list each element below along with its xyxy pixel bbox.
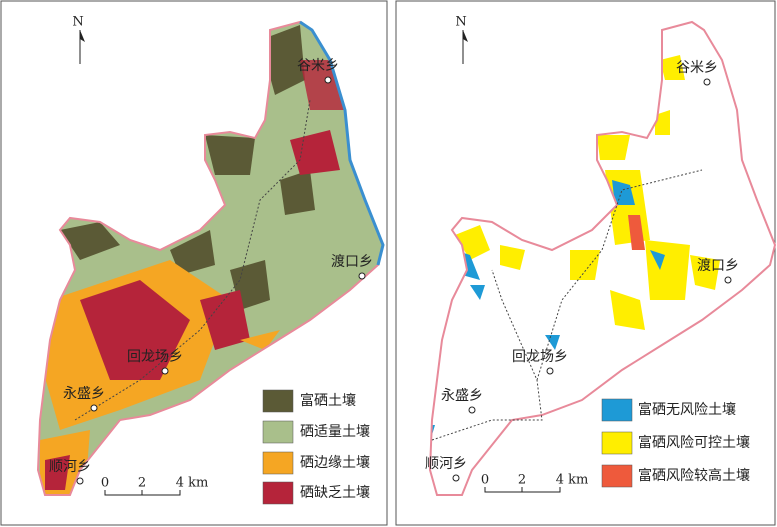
legend-label: 富硒土壤 [300,392,356,409]
scale-label: 2 [138,476,146,491]
place-marker [90,404,98,412]
place-marker [76,477,84,485]
place-marker [546,367,554,375]
legend-swatch [262,389,294,413]
place-marker [161,367,169,375]
north-arrow-head [463,30,468,42]
place-label: 谷米乡 [676,60,718,76]
place-label: 渡口乡 [697,258,739,274]
place-label: 回龙场乡 [127,349,183,365]
place-marker [358,272,366,280]
scale-label: 4 km [556,473,589,488]
legend-label: 硒适量土壤 [300,423,370,440]
place-marker [724,276,732,284]
place-marker [452,474,460,482]
risk-map [429,21,776,496]
place-label: 回龙场乡 [512,349,568,365]
legend-swatch [601,431,633,455]
place-label: 顺河乡 [425,456,467,472]
north-arrow-head [80,30,85,42]
scale-label: 4 km [176,476,209,491]
place-label: 永盛乡 [63,386,105,402]
scale-label: 0 [101,476,109,491]
north-label: N [455,15,466,30]
legend-swatch [262,451,294,475]
legend-label: 富硒无风险土壤 [638,401,736,418]
legend-label: 富硒风险较高土壤 [638,467,750,484]
legend-label: 富硒风险可控土壤 [638,434,750,451]
legend-swatch [262,481,294,505]
legend-swatch [262,420,294,444]
place-label: 渡口乡 [331,254,373,270]
legend-label: 硒边缘土壤 [300,454,370,471]
north-label: N [72,15,83,30]
place-label: 谷米乡 [297,58,339,74]
scale-label: 0 [481,473,489,488]
place-marker [468,406,476,414]
legend-swatch [601,398,633,422]
legend-label: 硒缺乏土壤 [300,484,370,501]
place-marker [703,78,711,86]
legend-swatch [601,464,633,488]
place-label: 顺河乡 [49,459,91,475]
scale-label: 2 [518,473,526,488]
place-label: 永盛乡 [441,388,483,404]
place-marker [324,76,332,84]
